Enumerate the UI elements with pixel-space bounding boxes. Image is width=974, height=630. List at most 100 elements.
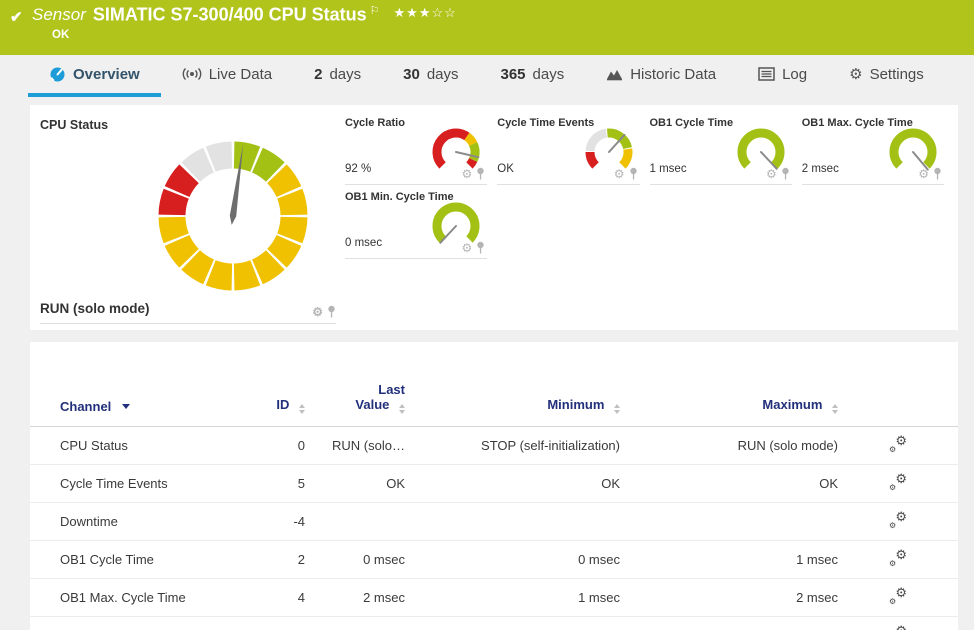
channel-last-value-cell: 2 msec [305,578,405,617]
mini-gauge-dial [432,128,480,169]
gauge-settings-gear-icon[interactable]: ⚙ [461,166,473,181]
status-check-icon: ✔ [10,9,23,26]
channel-row: Cycle Time Events 5 OK OK OK ⚙ ⚙ [30,464,958,503]
pin-icon[interactable] [327,305,336,318]
tab-log[interactable]: Log [737,55,828,97]
channel-minimum-cell [405,502,620,541]
tab-historic-data[interactable]: Historic Data [585,55,737,97]
sort-arrows-icon [832,404,838,414]
channels-table: Channel ID Last Value Minimum Maximum CPU… [30,342,958,630]
mini-gauge-label: Cycle Time Events [497,117,595,129]
tab-365-days[interactable]: 365 days [480,55,586,97]
pin-icon[interactable] [933,167,942,180]
tab-range-number: 365 [500,65,526,83]
channel-id-cell: -4 [275,502,305,541]
channel-name-cell: Cycle Time Events [30,464,275,503]
tab-label: Live Data [208,65,273,83]
priority-stars[interactable]: ★★★☆☆ [393,5,457,21]
channel-name-cell: CPU Status [30,426,275,465]
channel-id-cell: 3 [275,616,305,630]
channel-last-value-cell: 0 msec [305,616,405,630]
pin-icon[interactable] [781,167,790,180]
mini-gauge-dial [432,202,480,244]
sort-arrows-icon [399,404,405,414]
channel-maximum-cell: 2 msec [620,578,838,617]
column-header-maximum[interactable]: Maximum [620,342,838,427]
tab-30-days[interactable]: 30 days [382,55,479,97]
mini-gauge-label: OB1 Max. Cycle Time [801,117,913,129]
channel-last-value-cell: OK [305,464,405,503]
cpu-gauge-label: CPU Status [40,118,109,132]
channel-minimum-cell: 0 msec [405,540,620,579]
channel-id-cell: 5 [275,464,305,503]
channel-name-cell: OB1 Min. Cycle Time [30,616,275,630]
channel-id-cell: 2 [275,540,305,579]
channel-settings-icon[interactable]: ⚙⚙ [889,471,907,492]
column-header-last-value[interactable]: Last Value [305,342,405,427]
channel-minimum-cell: OK [405,464,620,503]
sensor-header: ✔ Sensor SIMATIC S7-300/400 CPU Status ⚐ ★★… [0,0,974,55]
column-header-minimum[interactable]: Minimum [405,342,620,427]
gauge-settings-gear-icon[interactable]: ⚙ [613,166,625,181]
mini-gauge-label: OB1 Min. Cycle Time [345,191,454,203]
mini-gauge-label: OB1 Cycle Time [649,117,734,129]
sensor-status-badge: OK [52,29,70,41]
mini-gauge-ob1-cycle-time: OB1 Cycle Time 1 msec ⚙ [649,113,792,185]
tab-label: Log [782,65,808,83]
mini-gauge-value: 0 msec [345,237,383,249]
tab-live-data[interactable]: Live Data [161,55,293,97]
pin-icon[interactable] [476,167,485,180]
tab-2-days[interactable]: 2 days [293,55,382,97]
gauge-settings-gear-icon[interactable]: ⚙ [765,166,777,181]
column-header-settings [838,342,958,427]
channel-settings-icon[interactable]: ⚙⚙ [889,433,907,454]
channel-row: CPU Status 0 RUN (solo… STOP (self-initiali… [30,426,958,465]
mini-gauges-grid: Cycle Ratio 92 % ⚙ Cycle Time Events OK ⚙ OB… [345,113,944,259]
channel-maximum-cell: 1 msec [620,540,838,579]
gauge-settings-gear-icon[interactable]: ⚙ [312,304,323,319]
pin-icon[interactable] [476,241,485,254]
channel-minimum-cell: STOP (self-initialization) [405,426,620,465]
channel-row: OB1 Cycle Time 2 0 msec 0 msec 1 msec ⚙ ⚙ [30,540,958,579]
priority-flag-icon: ⚐ [369,5,380,17]
cpu-gauge-value: RUN (solo mode) [40,301,150,316]
channel-name-cell: Downtime [30,502,275,541]
mini-gauge-cycle-ratio: Cycle Ratio 92 % ⚙ [345,113,488,185]
mini-gauge-value: 2 msec [801,163,839,175]
channel-settings-icon[interactable]: ⚙⚙ [889,623,907,630]
channel-minimum-cell: 0 msec [405,616,620,630]
gauge-icon [49,66,66,83]
mini-gauge-label: Cycle Ratio [345,117,405,129]
column-header-id[interactable]: ID [275,342,305,427]
channel-maximum-cell: RUN (solo mode) [620,426,838,465]
log-icon [758,67,775,81]
cpu-gauge-footer: RUN (solo mode) ⚙ [40,301,336,324]
mini-gauge-value: 92 % [345,163,372,175]
sort-desc-icon [121,404,130,409]
column-header-channel[interactable]: Channel [30,342,275,427]
sensor-title: SIMATIC S7-300/400 CPU Status [92,4,367,25]
mini-gauge-cycle-time-events: Cycle Time Events OK ⚙ [497,113,640,185]
channel-minimum-cell: 1 msec [405,578,620,617]
channel-last-value-cell [305,502,405,541]
channel-settings-icon[interactable]: ⚙⚙ [889,585,907,606]
sort-arrows-icon [614,404,620,414]
mini-gauge-ob1-min-cycle-time: OB1 Min. Cycle Time 0 msec ⚙ [345,187,488,259]
mini-gauge-dial [737,128,785,170]
channel-settings-icon[interactable]: ⚙⚙ [889,547,907,568]
channel-name-cell: OB1 Max. Cycle Time [30,578,275,617]
live-data-icon [182,67,202,81]
tab-overview[interactable]: Overview [28,55,161,97]
channel-row: Downtime -4 ⚙ ⚙ [30,502,958,541]
mini-gauge-dial [889,128,937,171]
gauge-settings-gear-icon[interactable]: ⚙ [918,166,929,181]
channel-settings-icon[interactable]: ⚙⚙ [889,509,907,530]
channel-id-cell: 4 [275,578,305,617]
channel-maximum-cell: OK [620,464,838,503]
channels-panel: Channel ID Last Value Minimum Maximum CPU… [30,342,958,630]
tab-settings[interactable]: ⚙ Settings [828,55,945,97]
pin-icon[interactable] [629,167,638,180]
tab-label: days [329,65,362,83]
gauge-settings-gear-icon[interactable]: ⚙ [461,240,473,255]
tab-label: Historic Data [630,65,717,83]
